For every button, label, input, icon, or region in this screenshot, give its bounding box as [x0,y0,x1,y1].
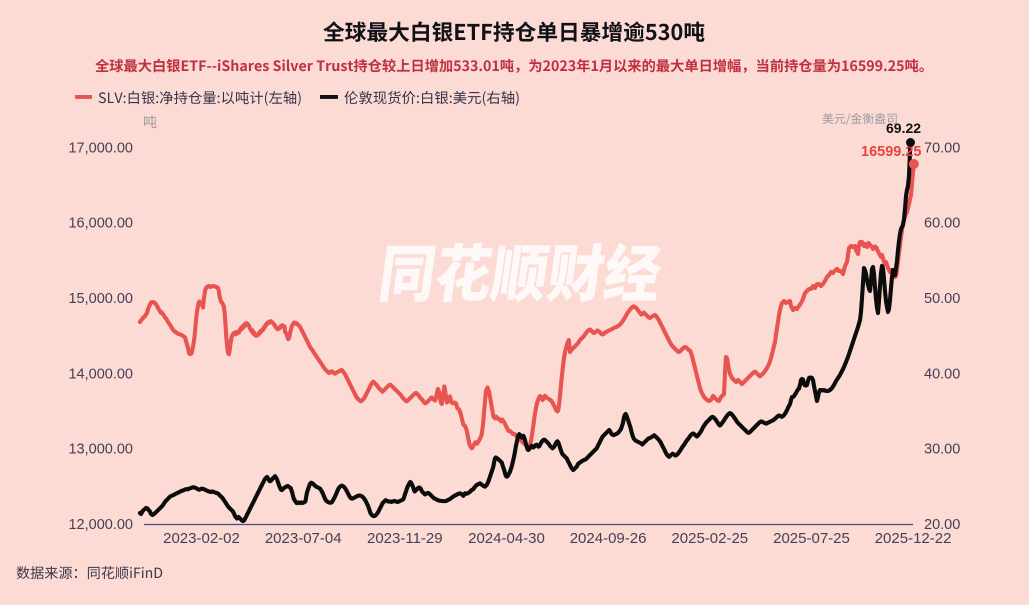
svg-text:40.00: 40.00 [924,366,960,382]
svg-text:2023-07-04: 2023-07-04 [265,530,342,547]
svg-text:50.00: 50.00 [924,291,960,307]
svg-text:2025-07-25: 2025-07-25 [773,530,850,547]
svg-text:16,000.00: 16,000.00 [68,216,133,232]
svg-text:2025-12-22: 2025-12-22 [875,530,952,547]
svg-text:2025-02-25: 2025-02-25 [671,530,748,547]
svg-text:20.00: 20.00 [924,517,960,533]
svg-text:17,000.00: 17,000.00 [68,140,133,156]
svg-text:12,000.00: 12,000.00 [68,517,133,533]
svg-text:15,000.00: 15,000.00 [68,291,133,307]
svg-text:2023-02-02: 2023-02-02 [163,530,240,547]
svg-text:2024-04-30: 2024-04-30 [468,530,545,547]
svg-text:70.00: 70.00 [924,140,960,156]
svg-text:60.00: 60.00 [924,216,960,232]
svg-text:16599.25: 16599.25 [861,144,921,160]
svg-text:2023-11-29: 2023-11-29 [367,530,443,547]
svg-text:30.00: 30.00 [924,442,960,458]
svg-text:14,000.00: 14,000.00 [68,366,133,382]
svg-text:2024-09-26: 2024-09-26 [570,530,647,547]
svg-text:69.22: 69.22 [886,120,921,136]
svg-text:13,000.00: 13,000.00 [68,442,133,458]
